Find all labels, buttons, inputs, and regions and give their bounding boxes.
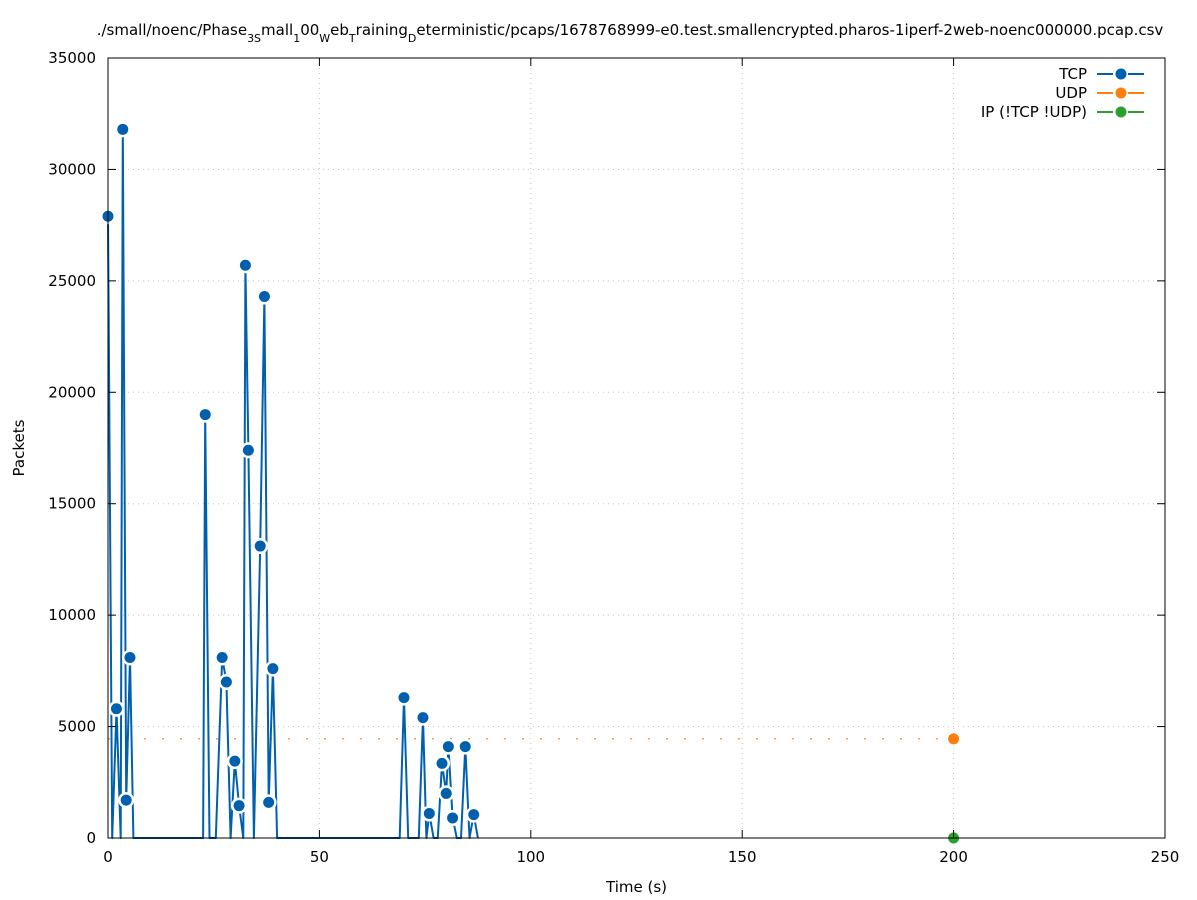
grid <box>108 58 1165 838</box>
y-tick-label: 10000 <box>48 606 96 624</box>
legend-marker <box>1115 68 1127 80</box>
tcp-data-point <box>417 712 429 724</box>
tcp-data-point <box>468 809 480 821</box>
tcp-data-point <box>233 800 245 812</box>
chart-title: ./small/noenc/Phase3Small100WebTrainingD… <box>97 21 1164 45</box>
tcp-data-point <box>459 741 471 753</box>
tcp-data-point <box>216 651 228 663</box>
legend-label: UDP <box>1055 84 1087 102</box>
tcp-data-point <box>398 692 410 704</box>
tcp-data-point <box>436 757 448 769</box>
tcp-data-point <box>242 444 254 456</box>
tcp-data-point <box>440 787 452 799</box>
legend-label: IP (!TCP !UDP) <box>981 103 1087 121</box>
y-tick-label: 20000 <box>48 383 96 401</box>
x-axis-label: Time (s) <box>605 878 667 896</box>
x-tick-label: 200 <box>939 848 968 866</box>
tcp-data-point <box>263 796 275 808</box>
x-tick-label: 250 <box>1151 848 1180 866</box>
plot-frame <box>107 57 1166 839</box>
tcp-data-point <box>258 290 270 302</box>
tcp-data-point <box>239 259 251 271</box>
tcp-data-point <box>442 741 454 753</box>
tcp-data-point <box>220 676 232 688</box>
tcp-data-point <box>229 755 241 767</box>
y-tick-label: 35000 <box>48 49 96 67</box>
tcp-data-point <box>120 794 132 806</box>
x-tick-label: 150 <box>728 848 757 866</box>
x-tick-label: 50 <box>310 848 329 866</box>
legend-marker <box>1115 106 1127 118</box>
axis-ticks: 0 50 100 150 200 250 0 5000 10000 15000 20000 25000… <box>48 49 1179 866</box>
tcp-data-point <box>423 807 435 819</box>
tcp-data-point <box>267 663 279 675</box>
x-tick-label: 0 <box>103 848 113 866</box>
tcp-data-point <box>199 409 211 421</box>
tcp-data-point <box>124 651 136 663</box>
y-tick-label: 25000 <box>48 272 96 290</box>
y-axis-label: Packets <box>10 419 28 476</box>
udp-data-point <box>948 733 960 745</box>
tcp-data-point <box>110 703 122 715</box>
y-tick-label: 30000 <box>48 160 96 178</box>
x-tick-label: 100 <box>516 848 545 866</box>
tcp-data-point <box>117 123 129 135</box>
y-tick-label: 15000 <box>48 495 96 513</box>
legend-label: TCP <box>1058 65 1087 83</box>
tcp-data-point <box>254 540 266 552</box>
legend-marker <box>1115 87 1127 99</box>
y-tick-label: 5000 <box>58 718 96 736</box>
y-tick-label: 0 <box>86 829 96 847</box>
tcp-data-point <box>447 812 459 824</box>
